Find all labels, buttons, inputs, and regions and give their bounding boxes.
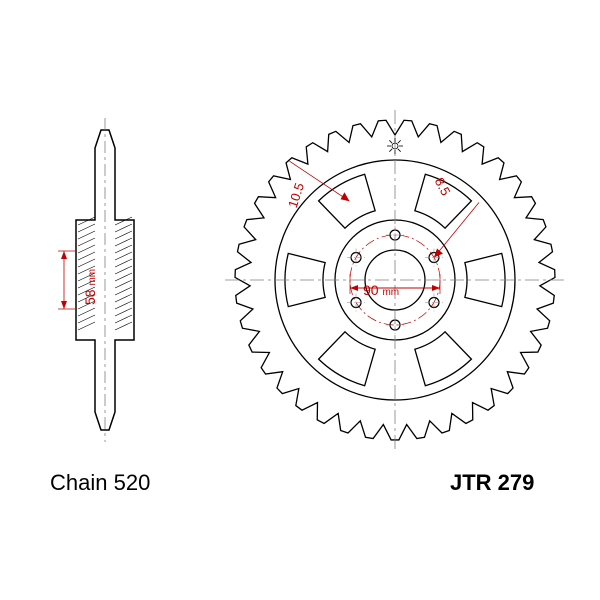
hub-width-value: 58 mm — [82, 269, 98, 305]
part-number-label: JTR 279 — [450, 470, 534, 496]
bolt-circle-value: 90 mm — [363, 282, 399, 298]
chain-label: Chain 520 — [50, 470, 150, 496]
